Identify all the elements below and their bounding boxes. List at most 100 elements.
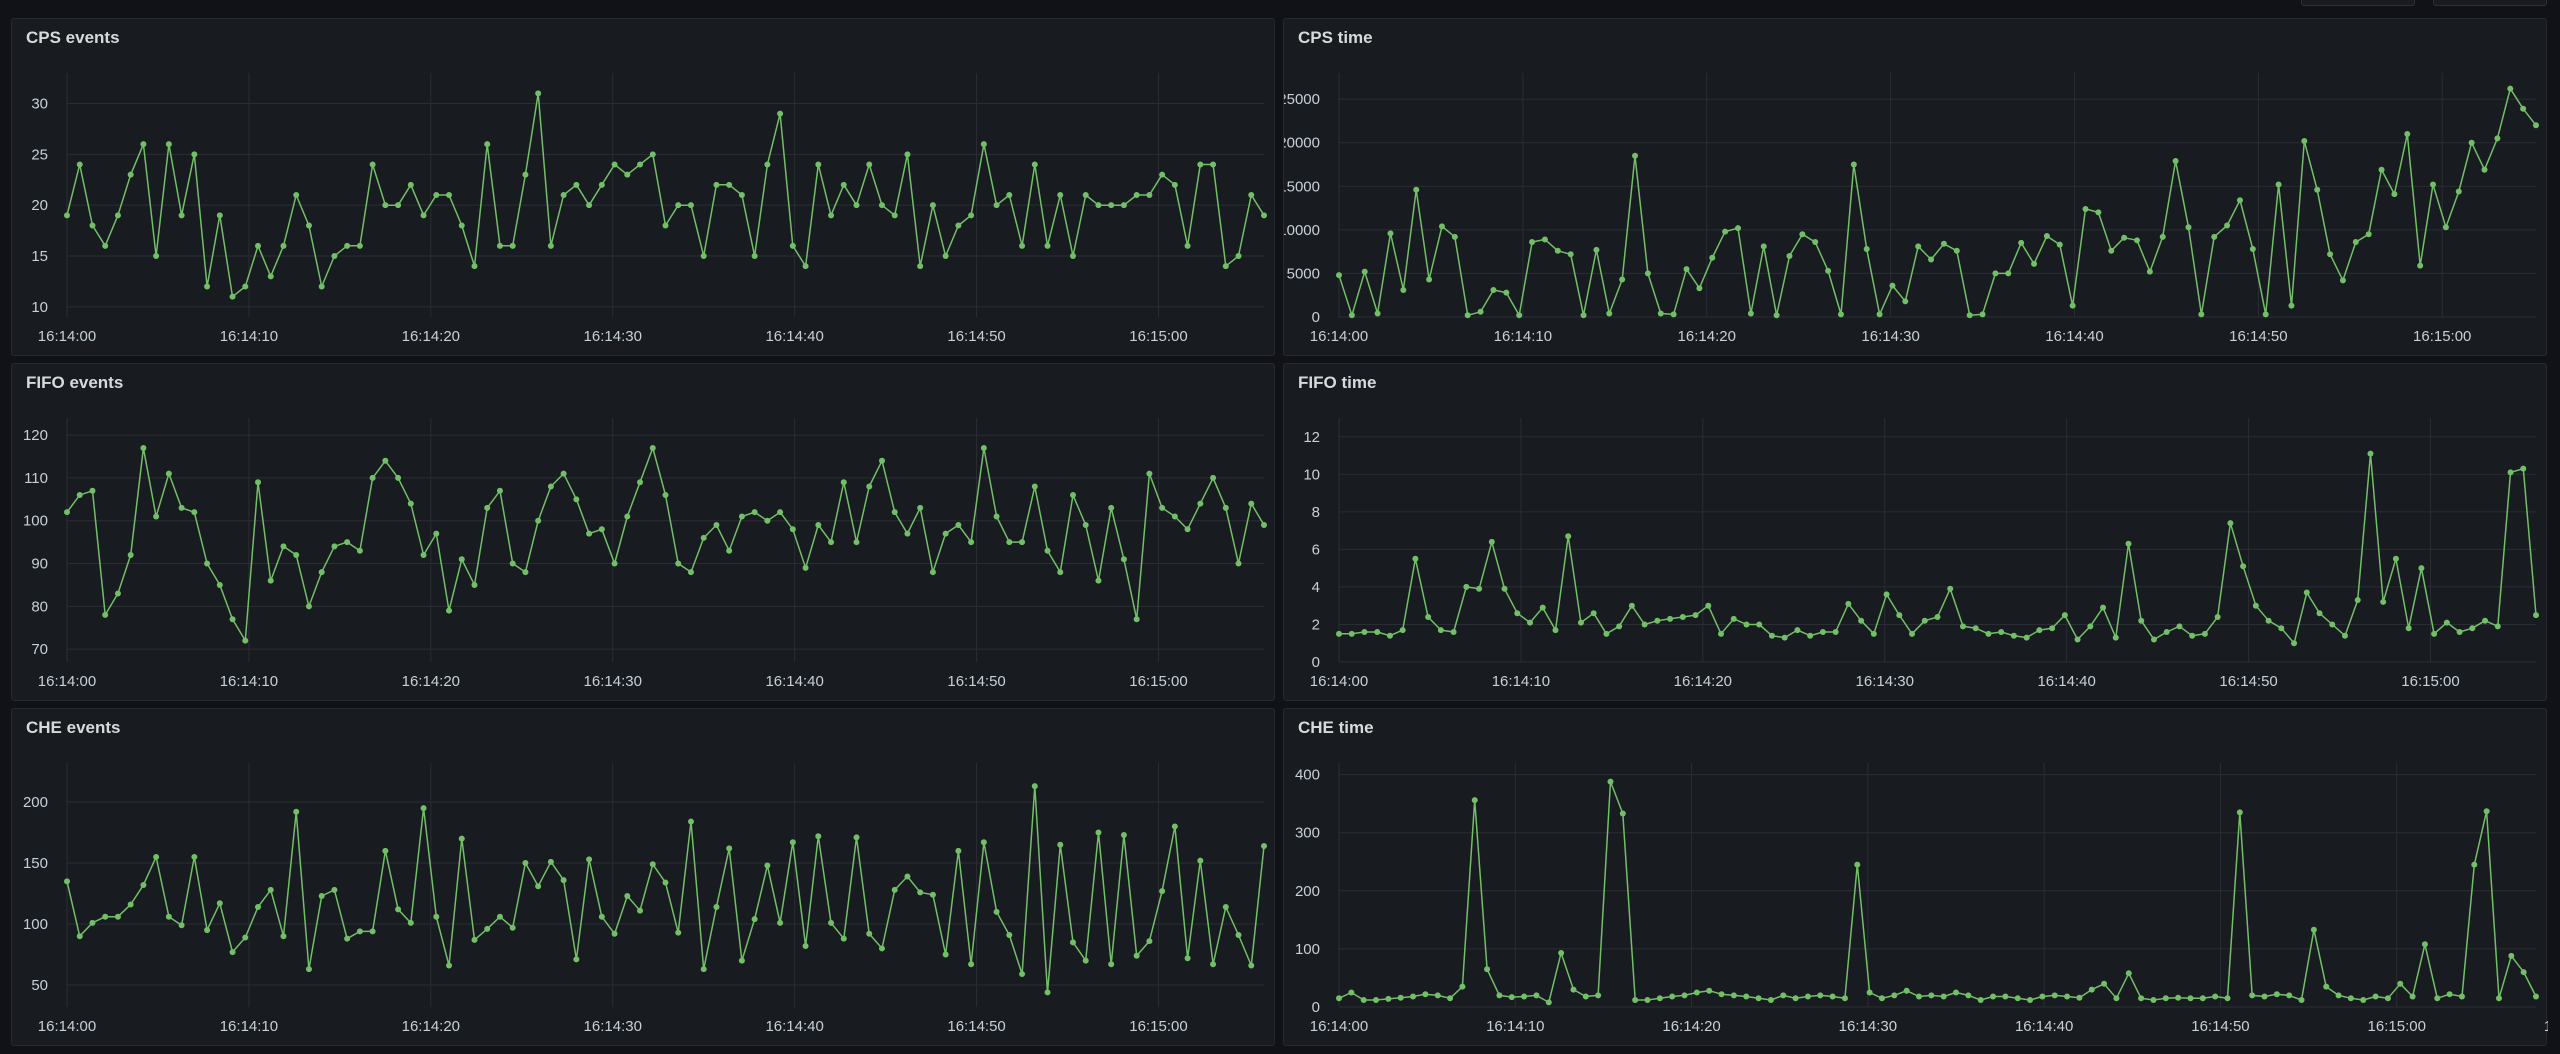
data-point[interactable] [1692, 612, 1699, 619]
data-point[interactable] [1400, 286, 1407, 293]
data-point[interactable] [2236, 809, 2243, 816]
data-point[interactable] [878, 945, 885, 952]
data-point[interactable] [369, 161, 376, 168]
data-point[interactable] [1261, 842, 1267, 849]
data-point[interactable] [1953, 247, 1960, 254]
data-point[interactable] [2227, 520, 2234, 527]
data-point[interactable] [471, 581, 478, 588]
data-point[interactable] [1755, 995, 1762, 1002]
data-point[interactable] [114, 590, 121, 597]
data-point[interactable] [777, 919, 784, 926]
data-point[interactable] [191, 509, 198, 516]
data-point[interactable] [114, 913, 121, 920]
data-point[interactable] [1476, 585, 1483, 592]
data-point[interactable] [509, 242, 516, 249]
data-point[interactable] [1348, 989, 1355, 996]
data-point[interactable] [1410, 993, 1417, 1000]
data-point[interactable] [433, 192, 440, 198]
data-point[interactable] [1082, 957, 1089, 964]
data-point[interactable] [2082, 205, 2089, 212]
data-point[interactable] [1108, 202, 1115, 209]
data-point[interactable] [382, 847, 389, 854]
data-point[interactable] [191, 151, 198, 158]
data-point[interactable] [165, 141, 172, 148]
data-point[interactable] [1425, 613, 1432, 620]
data-point[interactable] [2442, 224, 2449, 231]
data-point[interactable] [1977, 997, 1984, 1004]
data-point[interactable] [726, 845, 733, 852]
data-point[interactable] [1883, 591, 1890, 598]
data-point[interactable] [458, 556, 465, 563]
data-point[interactable] [2520, 465, 2527, 472]
data-point[interactable] [1681, 992, 1688, 999]
data-point[interactable] [929, 569, 936, 576]
data-point[interactable] [2430, 181, 2437, 188]
data-point[interactable] [993, 202, 1000, 209]
data-point[interactable] [1577, 619, 1584, 626]
data-point[interactable] [1812, 239, 1819, 246]
data-point[interactable] [1434, 992, 1441, 999]
data-point[interactable] [2329, 621, 2336, 628]
data-point[interactable] [267, 577, 274, 584]
data-point[interactable] [229, 949, 236, 956]
data-point[interactable] [140, 444, 147, 451]
data-point[interactable] [1902, 298, 1909, 305]
data-point[interactable] [2404, 131, 2411, 137]
data-point[interactable] [369, 928, 376, 935]
data-point[interactable] [586, 530, 593, 537]
data-point[interactable] [2249, 992, 2256, 999]
data-point[interactable] [2138, 995, 2145, 1002]
data-point[interactable] [1006, 192, 1013, 198]
data-point[interactable] [1361, 268, 1368, 275]
data-point[interactable] [2417, 262, 2424, 269]
data-point[interactable] [331, 543, 338, 550]
data-point[interactable] [471, 936, 478, 943]
data-point[interactable] [1095, 202, 1102, 209]
data-point[interactable] [1817, 992, 1824, 999]
data-point[interactable] [764, 161, 771, 168]
data-point[interactable] [2341, 632, 2348, 639]
data-point[interactable] [89, 919, 96, 926]
data-point[interactable] [2483, 808, 2490, 815]
data-point[interactable] [662, 879, 669, 886]
data-point[interactable] [840, 181, 847, 188]
data-point[interactable] [1743, 621, 1750, 628]
data-point[interactable] [1819, 628, 1826, 635]
data-point[interactable] [1146, 470, 1153, 477]
data-point[interactable] [1722, 228, 1729, 235]
data-point[interactable] [1210, 961, 1217, 968]
data-point[interactable] [598, 526, 605, 533]
panel-che-events[interactable]: CHE events 50 100 150 200 16:14:00 16:14:10 16:… [11, 708, 1275, 1046]
data-point[interactable] [2031, 260, 2038, 267]
data-point[interactable] [2391, 191, 2398, 198]
data-point[interactable] [1928, 256, 1935, 263]
data-point[interactable] [815, 833, 822, 840]
data-point[interactable] [802, 564, 809, 571]
data-point[interactable] [2327, 251, 2334, 258]
data-point[interactable] [700, 253, 707, 259]
data-point[interactable] [2533, 122, 2539, 129]
data-point[interactable] [2275, 181, 2282, 188]
data-point[interactable] [216, 212, 223, 219]
data-point[interactable] [1426, 276, 1433, 283]
data-point[interactable] [242, 637, 249, 644]
data-point[interactable] [560, 470, 567, 477]
data-point[interactable] [1903, 987, 1910, 994]
data-point[interactable] [611, 161, 618, 168]
data-point[interactable] [1603, 630, 1610, 637]
data-point[interactable] [76, 933, 83, 940]
data-point[interactable] [2372, 993, 2379, 1000]
data-point[interactable] [687, 818, 694, 825]
data-point[interactable] [2172, 158, 2179, 165]
data-point[interactable] [560, 877, 567, 884]
data-point[interactable] [2273, 991, 2280, 998]
data-point[interactable] [1972, 625, 1979, 632]
data-point[interactable] [1909, 630, 1916, 637]
data-point[interactable] [2240, 563, 2247, 570]
data-point[interactable] [1360, 997, 1367, 1004]
data-point[interactable] [255, 479, 262, 486]
data-point[interactable] [178, 212, 185, 219]
data-point[interactable] [1529, 239, 1536, 246]
data-point[interactable] [1656, 995, 1663, 1002]
data-point[interactable] [2301, 137, 2308, 144]
